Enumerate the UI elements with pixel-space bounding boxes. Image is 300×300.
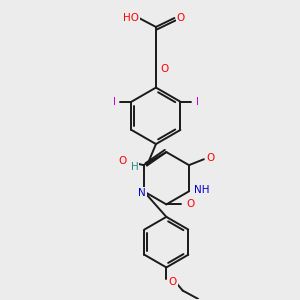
Text: O: O: [186, 200, 194, 209]
Text: H: H: [131, 162, 138, 172]
Text: HO: HO: [123, 13, 139, 23]
Text: O: O: [160, 64, 168, 74]
Text: O: O: [207, 153, 215, 163]
Text: I: I: [196, 97, 199, 107]
Text: NH: NH: [194, 185, 209, 195]
Text: O: O: [119, 156, 127, 166]
Text: O: O: [169, 277, 177, 287]
Text: O: O: [177, 13, 185, 23]
Text: N: N: [138, 188, 146, 198]
Text: I: I: [113, 97, 116, 107]
